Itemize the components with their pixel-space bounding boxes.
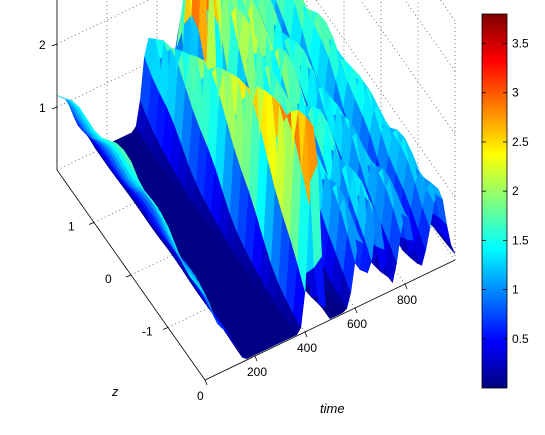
x-tick-mark	[254, 355, 258, 362]
x-tick-mark	[204, 379, 208, 386]
x-tick-mark	[404, 283, 408, 290]
surface-patch	[275, 0, 286, 19]
z-tick-label: 2	[39, 38, 46, 52]
axis-line	[56, 169, 206, 381]
y-tick-label: 0	[105, 272, 112, 286]
colorbar-tick-label: 0.5	[512, 332, 529, 346]
colorbar-tick-label: 2	[512, 184, 519, 198]
axis-lines	[56, 0, 456, 381]
surface-mesh	[56, 0, 456, 360]
colorbar-tick-label: 1.5	[512, 233, 529, 247]
axis-line	[204, 259, 456, 381]
x-tick-mark	[354, 307, 358, 314]
x-tick-label: 800	[397, 293, 417, 307]
y-tick-mark	[88, 222, 95, 225]
y-tick-label: 1	[68, 220, 75, 234]
z-tick-mark	[51, 106, 58, 110]
x-axis-label: time	[320, 401, 345, 416]
colorbar-tick-label: 3	[512, 86, 519, 100]
colorbar-ticks: 0.5 1 1.5 2 2.5 3 3.5	[482, 37, 529, 346]
grid-line	[360, 0, 456, 135]
x-tick-label: 600	[347, 317, 367, 331]
surface-patch	[198, 0, 210, 71]
colorbar-tick-label: 1	[512, 283, 519, 297]
y-axis-ticks: -1 0 1	[68, 220, 169, 339]
y-axis-label: z	[111, 384, 119, 399]
grid-line	[315, 0, 456, 198]
y-tick-mark	[162, 327, 169, 330]
x-tick-label: 400	[297, 341, 317, 355]
z-axis-ticks: 123	[39, 38, 58, 115]
z-tick-label: 1	[39, 101, 46, 115]
z-tick-mark	[51, 43, 58, 47]
colorbar-tick-label: 2.5	[512, 135, 529, 149]
x-axis-ticks: 0 200 400 600 800	[197, 283, 417, 403]
surface-patch	[191, 0, 201, 31]
x-tick-label: 200	[247, 365, 267, 379]
y-tick-mark	[125, 274, 132, 278]
x-tick-mark	[304, 331, 308, 338]
colorbar-tick-label: 3.5	[512, 37, 529, 51]
x-tick-label: 0	[197, 389, 204, 403]
colorbar	[481, 13, 508, 389]
surface-patch	[443, 236, 456, 254]
y-tick-label: -1	[142, 325, 153, 339]
